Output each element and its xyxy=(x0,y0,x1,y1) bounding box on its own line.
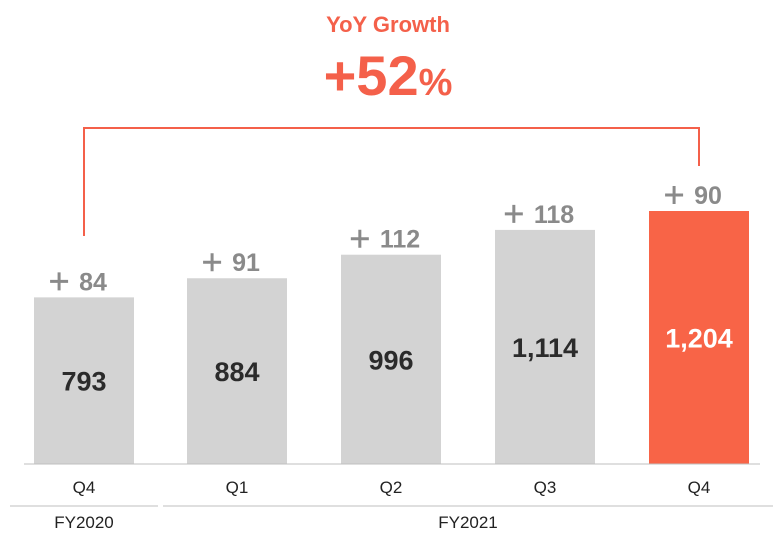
yoy-growth-value: +52% xyxy=(0,48,776,104)
bar-value-label-3: 1,114 xyxy=(512,333,578,363)
increment-label-0: 84 xyxy=(79,268,107,296)
group-label-0: FY2020 xyxy=(54,513,114,532)
yoy-growth-percent-sign: % xyxy=(418,62,453,104)
bar-2 xyxy=(341,254,441,464)
bar-value-label-0: 793 xyxy=(61,367,106,397)
bar-4 xyxy=(649,211,749,464)
group-label-1: FY2021 xyxy=(438,513,498,532)
plus-sign-icon-4 xyxy=(665,186,684,204)
yoy-bracket xyxy=(83,127,700,236)
bar-value-label-1: 884 xyxy=(214,357,259,387)
category-label-3: Q3 xyxy=(534,478,557,497)
bar-0 xyxy=(34,297,134,464)
category-label-0: Q4 xyxy=(73,478,96,497)
plus-sign-icon-1 xyxy=(203,253,222,272)
plus-sign-icon-0 xyxy=(50,272,69,291)
bar-value-label-4: 1,204 xyxy=(665,324,733,354)
category-label-1: Q1 xyxy=(226,478,249,497)
increment-label-2: 112 xyxy=(380,226,420,254)
increment-label-3: 118 xyxy=(534,201,574,229)
category-label-2: Q2 xyxy=(380,478,403,497)
bar-3 xyxy=(495,229,595,464)
yoy-growth-number: +52 xyxy=(323,44,419,107)
plus-sign-icon-2 xyxy=(350,229,369,248)
bar-value-label-2: 996 xyxy=(368,345,413,375)
increment-label-4: 90 xyxy=(694,182,722,210)
bar-1 xyxy=(187,278,287,464)
category-label-4: Q4 xyxy=(688,478,711,497)
plus-sign-icon-3 xyxy=(504,204,523,223)
yoy-growth-label: YoY Growth xyxy=(326,12,450,37)
increment-label-1: 91 xyxy=(232,249,260,277)
